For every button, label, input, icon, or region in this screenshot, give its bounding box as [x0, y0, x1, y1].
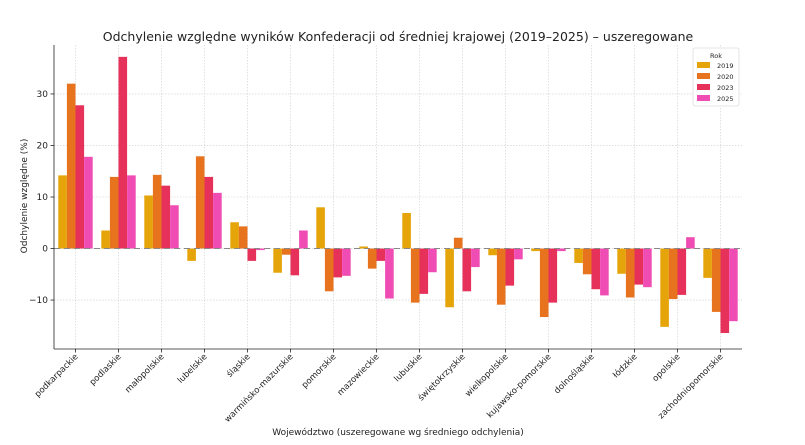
bar-2025-warmińsko-mazurskie: [299, 230, 308, 249]
bar-2020-lubelskie: [195, 156, 205, 249]
bar-2025-lubelskie: [213, 192, 222, 249]
bar-2019-mazowieckie: [359, 246, 368, 249]
legend-label-2020: 2020: [717, 73, 734, 81]
y-tick-label: 20: [37, 141, 49, 151]
x-tick-label-wielkopolskie: wielkopolskie: [464, 352, 511, 399]
bar-2025-podkarpackie: [84, 156, 93, 249]
bar-2019-świętokrzyskie: [445, 248, 454, 308]
legend-swatch-2019: [697, 62, 710, 68]
bar-2019-małopolskie: [144, 195, 153, 249]
bar-2025-mazowieckie: [385, 248, 394, 299]
bar-2023-świętokrzyskie: [462, 248, 472, 292]
bar-2025-pomorskie: [342, 248, 351, 276]
x-tick-label-pomorskie: pomorskie: [300, 352, 339, 391]
bar-2023-mazowieckie: [376, 248, 386, 261]
bar-2020-dolnośląskie: [582, 248, 592, 275]
y-tick-label: 0: [42, 245, 48, 255]
bar-2023-opolskie: [677, 248, 687, 295]
x-tick-label-lubuskie: lubuskie: [392, 352, 424, 384]
x-tick-label-opolskie: opolskie: [651, 352, 683, 384]
bar-2023-śląskie: [247, 248, 257, 261]
bar-2020-podkarpackie: [66, 83, 76, 249]
bar-2019-dolnośląskie: [574, 248, 583, 263]
bar-2023-pomorskie: [333, 248, 343, 278]
bar-2020-pomorskie: [324, 248, 334, 292]
bar-2019-łódzkie: [617, 248, 626, 274]
bar-2023-podkarpackie: [75, 105, 85, 249]
bar-2019-wielkopolskie: [488, 248, 497, 256]
legend-swatch-2020: [697, 73, 710, 79]
y-axis-ticks: −10 0 10 20 30: [29, 90, 54, 306]
bar-2025-łódzkie: [643, 248, 652, 288]
bar-2025-opolskie: [686, 237, 695, 249]
y-axis-label: Odchylenie względne (%): [20, 139, 30, 254]
bar-2023-lubelskie: [204, 176, 214, 249]
bar-2020-łódzkie: [625, 248, 635, 298]
bar-2019-warmińsko-mazurskie: [273, 248, 282, 273]
bar-2023-podlaskie: [118, 56, 128, 249]
bar-2020-śląskie: [238, 226, 248, 249]
bar-2019-zachodniopomorskie: [703, 248, 712, 278]
bar-2019-kujawsko-pomorskie: [531, 248, 540, 252]
bars-group: [58, 56, 738, 334]
x-tick-label-łódzkie: łódzkie: [611, 351, 640, 380]
bar-2023-zachodniopomorskie: [720, 248, 730, 334]
bar-2023-dolnośląskie: [591, 248, 601, 290]
bar-2020-lubuskie: [410, 248, 420, 303]
bar-2023-łódzkie: [634, 248, 644, 285]
bar-2025-świętokrzyskie: [471, 248, 480, 268]
bar-2020-warmińsko-mazurskie: [281, 248, 291, 255]
bar-2020-opolskie: [668, 248, 678, 300]
legend-swatch-2025: [697, 95, 710, 101]
bar-2025-podlaskie: [127, 175, 136, 249]
bar-2019-śląskie: [230, 222, 239, 249]
bar-2025-małopolskie: [170, 205, 179, 249]
x-tick-label-podlaskie: podlaskie: [88, 352, 124, 388]
x-tick-label-dolnośląskie: dolnośląskie: [552, 351, 597, 396]
bar-2020-małopolskie: [152, 174, 162, 249]
y-tick-label: −10: [29, 296, 48, 306]
legend-swatch-2023: [697, 84, 710, 90]
bar-2023-małopolskie: [161, 185, 171, 249]
legend-label-2023: 2023: [717, 84, 734, 92]
chart-title: Odchylenie względne wyników Konfederacji…: [103, 29, 694, 44]
bar-2025-śląskie: [256, 248, 265, 251]
bar-2023-wielkopolskie: [505, 248, 515, 286]
x-tick-label-podkarpackie: podkarpackie: [33, 352, 81, 400]
bar-2020-kujawsko-pomorskie: [539, 248, 549, 318]
bar-2020-wielkopolskie: [496, 248, 506, 305]
x-axis-label: Województwo (uszeregowane wg średniego o…: [272, 427, 524, 438]
legend: Rok 2019 2020 2023 2025: [692, 47, 740, 107]
bar-2023-lubuskie: [419, 248, 429, 294]
bar-2020-podlaskie: [109, 176, 119, 249]
bar-2023-kujawsko-pomorskie: [548, 248, 558, 303]
bar-2020-mazowieckie: [367, 248, 377, 269]
x-axis-ticks: podkarpackie podlaskie małopolskie lubelski…: [33, 349, 726, 425]
bar-2025-zachodniopomorskie: [729, 248, 738, 322]
bar-2019-podlaskie: [101, 230, 110, 249]
bar-2019-opolskie: [660, 248, 669, 327]
bar-2025-lubuskie: [428, 248, 437, 273]
y-tick-label: 10: [37, 193, 49, 203]
bar-2025-dolnośląskie: [600, 248, 609, 296]
bar-2025-wielkopolskie: [514, 248, 523, 260]
bar-2020-zachodniopomorskie: [711, 248, 721, 312]
x-tick-label-małopolskie: małopolskie: [123, 352, 166, 395]
x-tick-label-śląskie: śląskie: [224, 351, 252, 379]
bar-2019-pomorskie: [316, 207, 325, 249]
legend-label-2025: 2025: [717, 95, 734, 103]
bar-2019-podkarpackie: [58, 175, 67, 249]
x-tick-label-lubelskie: lubelskie: [176, 352, 210, 386]
legend-title: Rok: [710, 52, 722, 60]
bar-2019-lubuskie: [402, 212, 411, 249]
bar-2023-warmińsko-mazurskie: [290, 248, 300, 276]
y-tick-label: 30: [37, 90, 49, 100]
bar-2019-lubelskie: [187, 248, 196, 261]
legend-label-2019: 2019: [717, 62, 734, 70]
x-tick-label-mazowieckie: mazowieckie: [336, 352, 382, 398]
bar-2020-świętokrzyskie: [453, 237, 463, 249]
bar-2025-kujawsko-pomorskie: [557, 248, 566, 252]
